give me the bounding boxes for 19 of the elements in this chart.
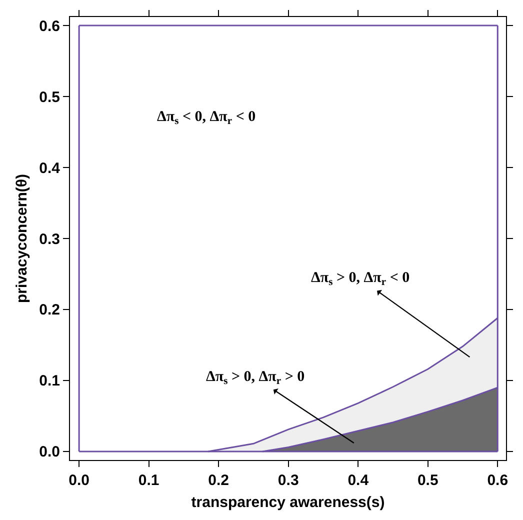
y-tick-label: 0.5	[39, 88, 60, 106]
y-tick-label: 0.1	[39, 372, 60, 390]
y-tick-label: 0.0	[39, 444, 60, 461]
y-tick-label: 0.4	[39, 160, 61, 177]
y-tick-label: 0.6	[39, 18, 60, 35]
y-axis-title: privacyconcern(θ)	[13, 174, 30, 303]
annotation: Δπ$_{s}$ > 0, Δπ$_{r}$ < 0	[311, 270, 410, 288]
x-tick-label: 0.4	[348, 472, 370, 489]
x-tick-label: 0.6	[487, 472, 508, 489]
x-axis-title: transparency awareness(s)	[191, 494, 385, 511]
annotation: Δπ$_{s}$ < 0, Δπ$_{r}$ < 0	[157, 109, 256, 128]
x-tick-label: 0.5	[417, 472, 438, 489]
annotation: Δπ$_{s}$ > 0, Δπ$_{r}$ > 0	[206, 369, 305, 388]
y-tick-label: 0.2	[39, 302, 60, 319]
x-tick-label: 0.1	[138, 472, 160, 489]
y-tick-label: 0.3	[39, 230, 60, 248]
x-tick-label: 0.2	[208, 472, 230, 489]
x-tick-label: 0.0	[68, 472, 90, 489]
x-tick-label: 0.3	[278, 472, 299, 489]
